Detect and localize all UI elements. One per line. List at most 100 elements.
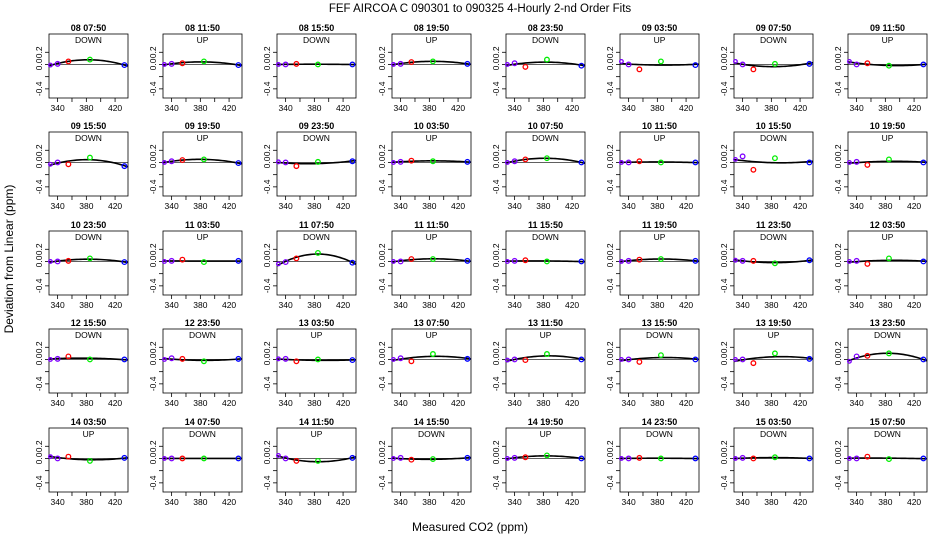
x-tick-label: 340	[850, 201, 864, 211]
y-tick-label: -0.4	[719, 278, 729, 293]
x-tick-label: 380	[878, 497, 892, 507]
y-tick-label: 0.2	[148, 46, 158, 58]
data-point	[390, 357, 396, 362]
data-point	[511, 60, 518, 67]
data-point	[618, 357, 624, 362]
data-point	[65, 453, 72, 460]
fit-curve	[391, 456, 472, 461]
y-tick-label: 0.0	[833, 58, 843, 70]
y-tick-label: -0.4	[34, 81, 44, 96]
y-tick-label: -0.4	[34, 376, 44, 391]
y-tick-label: 0.0	[605, 156, 615, 168]
panel: 15 03:50 DOWN -0.4 0.00.2 340 380 420	[719, 417, 814, 507]
data-point	[408, 256, 415, 262]
y-tick-label: 0.2	[833, 440, 843, 452]
x-tick-label: 380	[764, 300, 778, 310]
data-point	[349, 357, 356, 364]
panel-title: 12 15:50	[71, 318, 107, 328]
y-tick-label: -0.4	[719, 475, 729, 490]
data-point	[275, 159, 281, 165]
y-tick-label: 0.2	[605, 144, 615, 156]
data-point	[853, 455, 860, 462]
y-tick-label: 0.0	[833, 156, 843, 168]
y-tick-label: 0.0	[719, 353, 729, 365]
panel-title: 08 23:50	[528, 23, 564, 33]
x-tick-label: 380	[193, 398, 207, 408]
x-tick-label: 340	[51, 300, 65, 310]
data-point	[636, 358, 643, 365]
panel: 10 07:50 DOWN -0.4 0.00.2 340 380 420	[491, 121, 586, 211]
x-tick-label: 420	[565, 201, 579, 211]
panel-title: 13 23:50	[870, 318, 906, 328]
panel-direction-label: DOWN	[532, 232, 559, 242]
data-point	[511, 257, 518, 264]
data-point	[636, 158, 643, 165]
x-tick-label: 420	[451, 201, 465, 211]
panel-frame	[276, 427, 357, 493]
panel: 14 11:50 UP -0.4 0.00.2 340 380 420	[262, 417, 357, 507]
data-point	[235, 160, 242, 167]
panel: 08 19:50 UP -0.4 0.00.2 340 380 420	[377, 23, 472, 113]
x-tick-label: 340	[850, 398, 864, 408]
data-point	[408, 157, 415, 164]
panel-direction-label: DOWN	[75, 35, 102, 45]
x-tick-label: 420	[793, 103, 807, 113]
data-point	[771, 454, 778, 461]
data-point	[179, 455, 186, 462]
panel-title: 09 23:50	[299, 121, 335, 131]
data-point	[200, 259, 207, 266]
x-tick-label: 340	[394, 201, 408, 211]
data-point	[864, 453, 871, 460]
panel-direction-label: DOWN	[874, 429, 901, 439]
y-tick-label: -0.4	[833, 278, 843, 293]
x-tick-label: 340	[165, 300, 179, 310]
data-point	[390, 456, 396, 461]
data-point	[806, 159, 813, 166]
data-point	[65, 353, 72, 360]
x-tick-label: 380	[193, 201, 207, 211]
fit-curve	[162, 357, 243, 362]
y-tick-label: 0.2	[377, 341, 387, 353]
data-point	[578, 258, 585, 265]
y-tick-label: 0.0	[262, 255, 272, 267]
data-point	[397, 258, 404, 265]
y-tick-label: -0.4	[377, 81, 387, 96]
y-tick-label: 0.0	[719, 452, 729, 464]
fit-curve	[847, 61, 928, 67]
data-point	[511, 356, 518, 363]
panel: 11 23:50 DOWN -0.4 0.00.2 340 380 420	[719, 220, 814, 310]
data-point	[504, 62, 510, 67]
y-tick-label: -0.4	[148, 179, 158, 194]
chart-title: FEF AIRCOA C 090301 to 090325 4-Hourly 2…	[329, 3, 632, 15]
panel-frame	[733, 131, 814, 197]
fit-curve	[733, 61, 814, 68]
x-tick-label: 420	[907, 103, 921, 113]
x-tick-label: 380	[422, 103, 436, 113]
data-point	[275, 452, 281, 458]
panel-direction-label: DOWN	[189, 330, 216, 340]
y-tick-label: 0.2	[491, 341, 501, 353]
panel-frame	[733, 230, 814, 296]
x-tick-label: 380	[764, 497, 778, 507]
data-point	[636, 256, 643, 263]
panel: 11 07:50 DOWN -0.4 0.00.2 340 380 420	[262, 220, 357, 310]
x-tick-label: 340	[394, 398, 408, 408]
data-point	[408, 456, 415, 463]
panel-direction-label: DOWN	[303, 232, 330, 242]
data-point	[235, 62, 242, 69]
panel-direction-label: DOWN	[646, 429, 673, 439]
x-tick-label: 420	[565, 497, 579, 507]
x-tick-label: 380	[878, 300, 892, 310]
panel-title: 11 15:50	[528, 220, 563, 230]
data-point	[161, 456, 167, 461]
data-point	[168, 158, 175, 165]
x-tick-label: 380	[307, 300, 321, 310]
data-point	[179, 256, 186, 263]
data-point	[121, 356, 128, 363]
y-tick-label: -0.4	[377, 179, 387, 194]
y-tick-label: -0.4	[377, 376, 387, 391]
panel-title: 11 03:50	[185, 220, 220, 230]
panel-title: 12 03:50	[870, 220, 906, 230]
y-tick-label: 0.2	[605, 46, 615, 58]
